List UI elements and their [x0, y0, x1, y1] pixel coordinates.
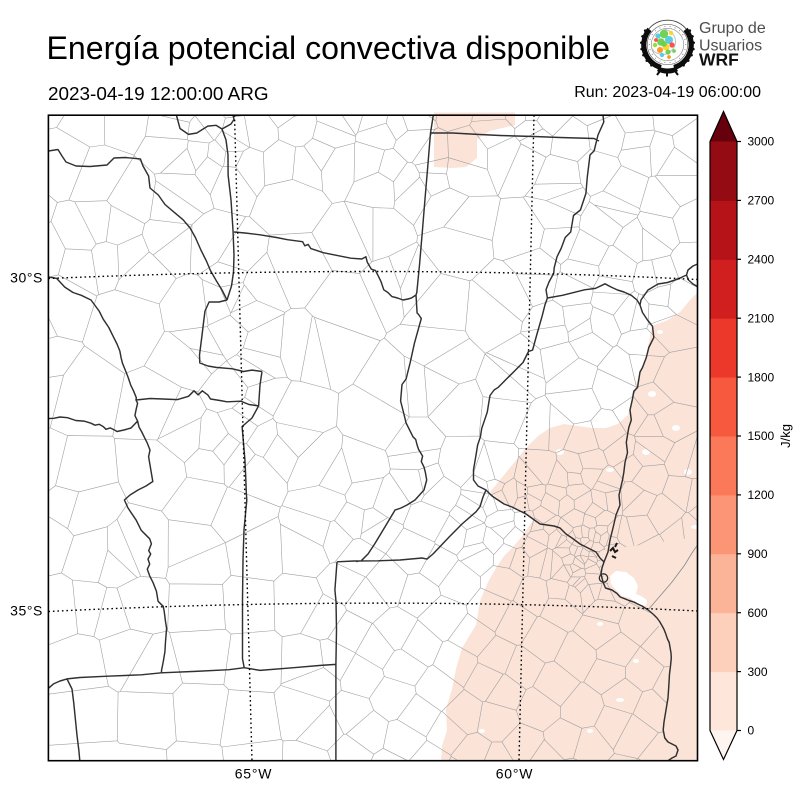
svg-text:Usuarios: Usuarios: [699, 38, 762, 55]
svg-text:3000: 3000: [748, 135, 775, 149]
svg-text:WRF: WRF: [699, 50, 739, 70]
svg-text:65°W: 65°W: [235, 766, 273, 782]
svg-text:Run: 2023-04-19 06:00:00: Run: 2023-04-19 06:00:00: [574, 84, 761, 101]
svg-text:300: 300: [748, 665, 768, 679]
svg-text:2100: 2100: [748, 311, 775, 325]
svg-text:1200: 1200: [748, 488, 775, 502]
svg-text:900: 900: [748, 547, 768, 561]
svg-text:0: 0: [748, 724, 755, 738]
svg-text:30°S: 30°S: [10, 270, 43, 286]
svg-text:Grupo de: Grupo de: [699, 20, 766, 37]
svg-text:2700: 2700: [748, 194, 775, 208]
svg-text:60°W: 60°W: [496, 766, 534, 782]
svg-text:600: 600: [748, 606, 768, 620]
svg-text:1800: 1800: [748, 370, 775, 384]
svg-text:J/kg: J/kg: [778, 424, 793, 448]
svg-text:1500: 1500: [748, 429, 775, 443]
svg-text:Energía potencial convectiva d: Energía potencial convectiva disponible: [47, 30, 611, 66]
svg-text:2023-04-19 12:00:00 ARG: 2023-04-19 12:00:00 ARG: [48, 84, 269, 105]
svg-text:35°S: 35°S: [10, 603, 43, 619]
svg-text:2400: 2400: [748, 253, 775, 267]
